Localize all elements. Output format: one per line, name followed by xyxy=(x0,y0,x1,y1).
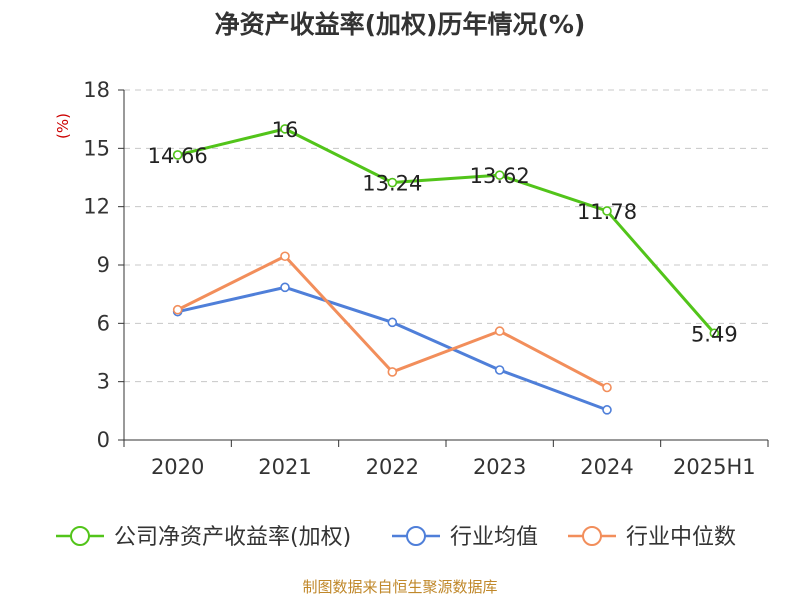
series-line-1 xyxy=(177,285,608,412)
data-point-0 xyxy=(280,124,290,134)
data-point-2 xyxy=(172,304,183,315)
data-point-1 xyxy=(280,282,290,293)
x-tick-label: 2024 xyxy=(580,455,633,479)
legend-label: 公司净资产收益率(加权) xyxy=(114,525,351,550)
source-note: 制图数据来自恒生聚源数据库 xyxy=(302,578,497,596)
x-tick-label: 2021 xyxy=(258,455,311,479)
legend-marker-icon xyxy=(582,526,602,546)
y-tick-label: 6 xyxy=(97,311,110,335)
data-label: 16 xyxy=(272,118,299,142)
data-point-1 xyxy=(387,317,398,328)
y-axis-ticks: 0 3 6 9 12 15 18 xyxy=(83,78,125,452)
y-tick-label: 15 xyxy=(83,136,110,160)
legend-item-1[interactable]: 行业均值 xyxy=(392,525,538,550)
legend-marker-icon xyxy=(406,526,426,546)
y-tick-label: 3 xyxy=(97,370,110,394)
legend-label: 行业中位数 xyxy=(626,525,736,550)
data-point-0 xyxy=(709,328,720,339)
data-point-0 xyxy=(494,170,505,180)
chart-title: 净资产收益率(加权)历年情况(%) xyxy=(215,10,586,39)
data-point-2 xyxy=(494,326,505,336)
x-tick-label: 2025H1 xyxy=(673,455,756,479)
x-tick-label: 2020 xyxy=(151,455,204,479)
data-point-0 xyxy=(602,206,612,216)
data-label: 11.78 xyxy=(577,200,637,224)
data-point-0 xyxy=(172,150,183,160)
legend-item-2[interactable]: 行业中位数 xyxy=(568,525,736,550)
legend-marker-icon xyxy=(70,526,90,546)
x-axis: 2020 2021 2022 2023 2024 2025H1 xyxy=(123,439,769,479)
y-tick-label: 12 xyxy=(83,195,110,219)
y-axis-unit-label: (%) xyxy=(54,113,72,139)
legend[interactable]: 公司净资产收益率(加权) 行业均值 行业中位数 xyxy=(56,525,736,550)
y-tick-label: 18 xyxy=(83,78,110,102)
data-point-1 xyxy=(494,365,505,375)
data-point-0 xyxy=(387,177,398,188)
data-label: 5.49 xyxy=(691,322,738,346)
y-tick-label: 9 xyxy=(97,253,110,277)
y-tick-label: 0 xyxy=(97,428,110,452)
data-point-2 xyxy=(602,382,612,393)
data-labels: 14.66 16 13.24 13.62 11.78 5.49 xyxy=(148,118,738,346)
data-point-2 xyxy=(280,251,290,262)
data-label: 13.24 xyxy=(362,172,422,196)
data-label: 13.62 xyxy=(470,164,530,188)
legend-label: 行业均值 xyxy=(450,525,538,550)
legend-item-0[interactable]: 公司净资产收益率(加权) xyxy=(56,525,351,550)
data-label: 14.66 xyxy=(148,144,208,168)
x-tick-label: 2023 xyxy=(473,455,526,479)
data-point-2 xyxy=(387,367,398,377)
gridlines xyxy=(124,89,768,383)
x-tick-label: 2022 xyxy=(366,455,419,479)
series-layer xyxy=(172,124,720,415)
data-point-1 xyxy=(602,405,612,415)
series-line-0 xyxy=(177,127,716,335)
